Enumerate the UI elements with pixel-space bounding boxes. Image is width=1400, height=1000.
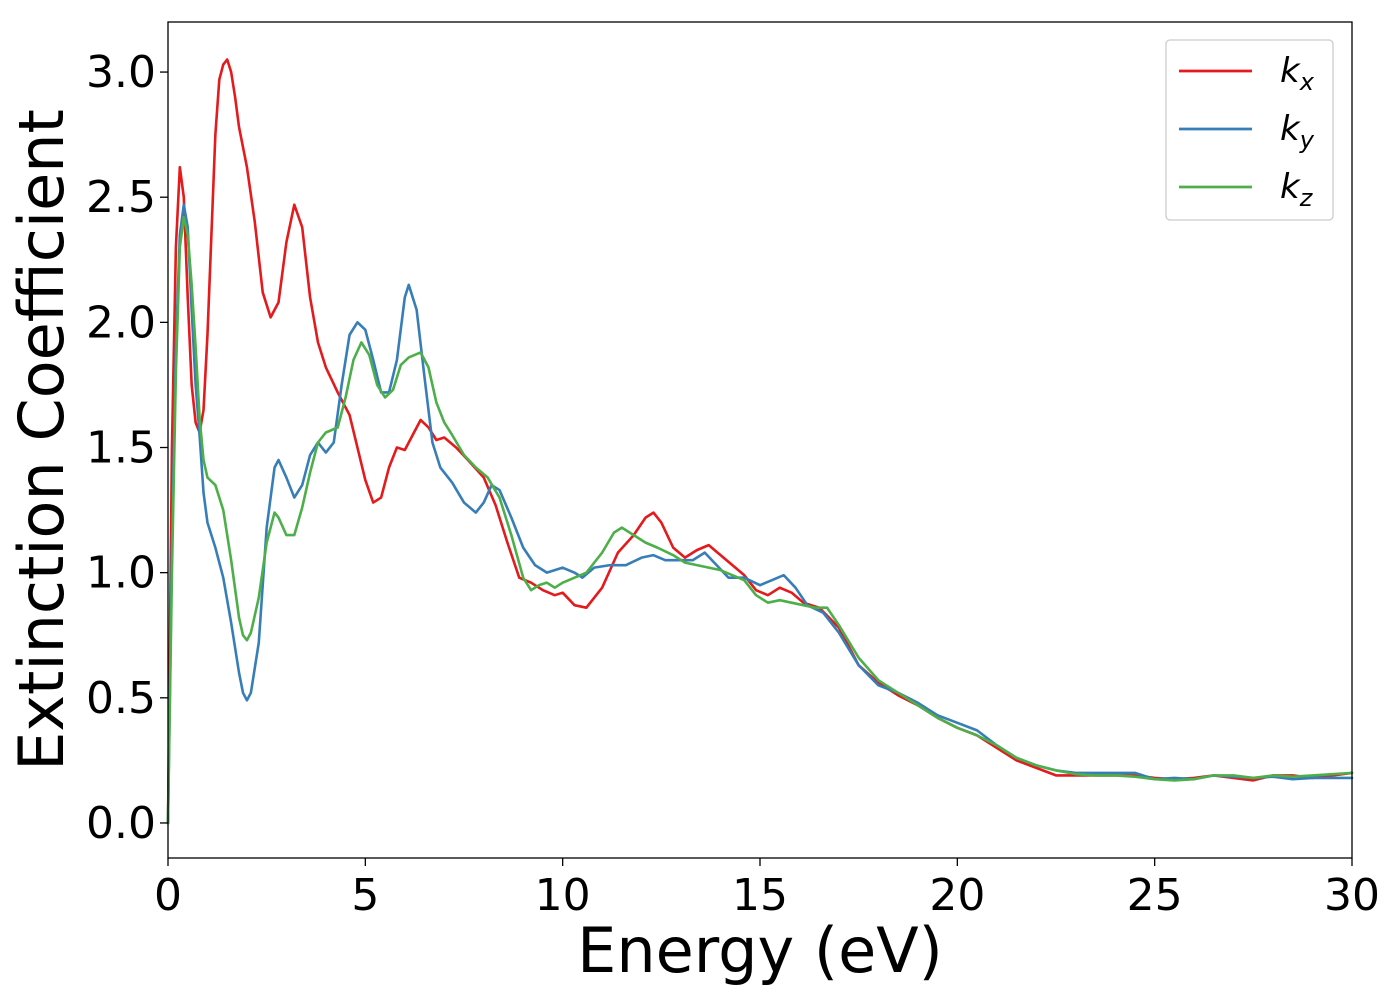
x-axis-title: Energy (eV) xyxy=(577,914,943,987)
legend-label-kz: kz xyxy=(1280,167,1314,212)
legend: kx ky kz xyxy=(1165,39,1334,221)
y-axis-ticks: 0.0 0.5 1.0 1.5 2.0 2.5 3.0 xyxy=(86,47,168,849)
y-tick-label: 3.0 xyxy=(86,47,156,98)
x-axis-ticks: 0 5 10 15 20 25 30 xyxy=(154,858,1380,921)
legend-label-kx: kx xyxy=(1280,51,1315,96)
y-tick-label: 0.0 xyxy=(86,798,156,849)
y-tick-label: 1.5 xyxy=(86,423,156,474)
y-tick-label: 2.5 xyxy=(86,172,156,223)
x-tick-label: 10 xyxy=(535,870,591,921)
series-layer xyxy=(166,58,1354,825)
y-tick-label: 0.5 xyxy=(86,673,156,724)
x-tick-label: 0 xyxy=(154,870,182,921)
y-tick-label: 1.0 xyxy=(86,548,156,599)
x-tick-label: 20 xyxy=(929,870,985,921)
x-tick-label: 25 xyxy=(1127,870,1183,921)
x-tick-label: 15 xyxy=(732,870,788,921)
series-line-kz xyxy=(166,215,1354,825)
plot-area xyxy=(168,22,1352,858)
legend-label-ky: ky xyxy=(1280,109,1315,154)
y-tick-label: 2.0 xyxy=(86,297,156,348)
x-tick-label: 5 xyxy=(351,870,379,921)
y-axis-title: Extinction Coefficient xyxy=(5,109,78,771)
x-tick-label: 30 xyxy=(1324,870,1380,921)
legend-items: kx ky kz xyxy=(1179,51,1315,212)
